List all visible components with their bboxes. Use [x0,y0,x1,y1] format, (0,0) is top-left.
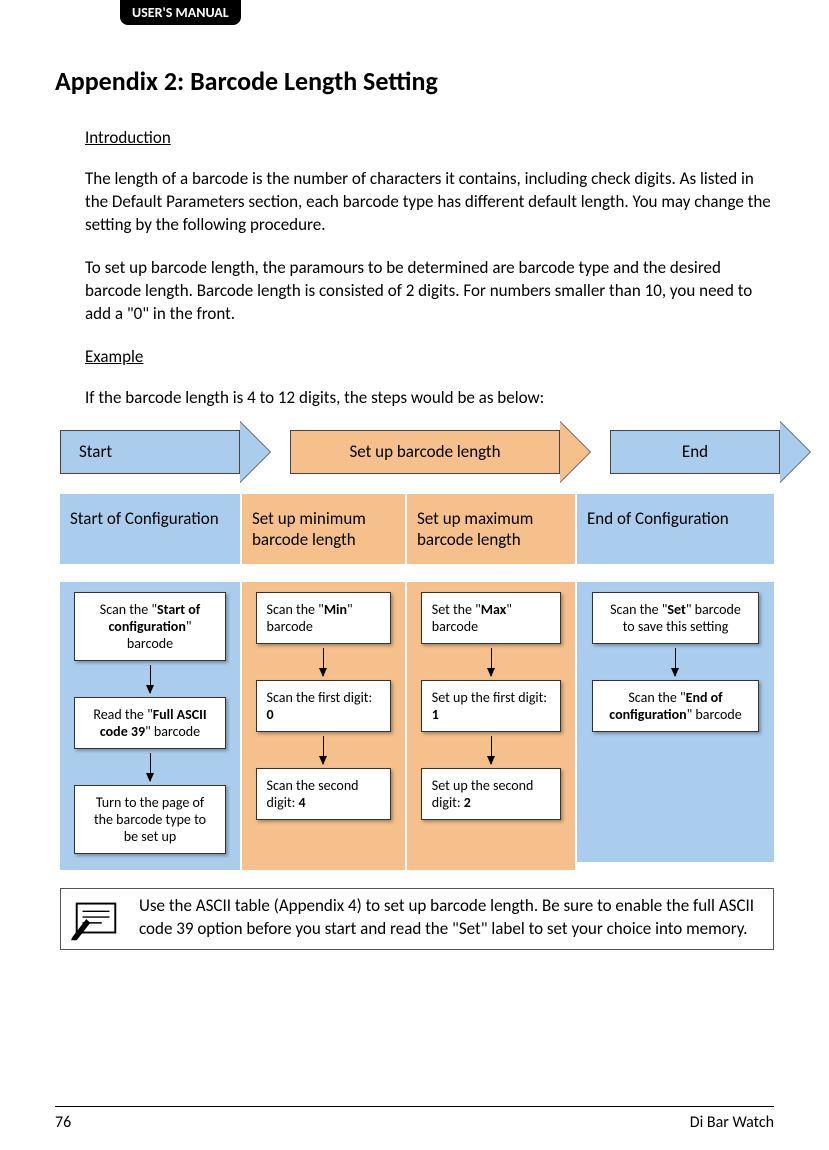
arrow-start: Start [60,430,240,474]
down-arrow-icon [323,736,324,764]
step-max-digit1: Set up the first digit: 1 [421,680,561,732]
col-min: Scan the "Min" barcode Scan the first di… [242,582,407,870]
example-heading: Example [85,346,774,367]
th-min-length: Set up minimum barcode length [242,494,407,564]
note-text: Use the ASCII table (Appendix 4) to set … [131,889,773,947]
step-scan-set: Scan the "Set" barcode to save this sett… [592,592,759,644]
page-number: 76 [55,1113,71,1132]
steps-grid: Scan the "Start of configuration" barcod… [60,564,774,870]
step-full-ascii: Read the "Full ASCII code 39" barcode [74,697,225,749]
step-min-digit1: Scan the first digit: 0 [256,680,392,732]
down-arrow-icon [150,665,151,693]
step-turn-page: Turn to the page of the barcode type to … [74,785,225,854]
intro-paragraph-2: To set up barcode length, the paramours … [85,257,774,326]
footer: 76 Di Bar Watch [55,1106,774,1132]
step-min-digit2: Scan the second digit: 4 [256,768,392,820]
th-max-length: Set up maximum barcode length [407,494,577,564]
arrow-setup: Set up barcode length [290,430,560,474]
page-title: Appendix 2: Barcode Length Setting [55,65,774,97]
th-end-config: End of Configuration [577,494,774,564]
down-arrow-icon [491,648,492,676]
intro-paragraph-1: The length of a barcode is the number of… [85,168,774,237]
down-arrow-icon [491,736,492,764]
th-start-config: Start of Configuration [60,494,242,564]
example-paragraph: If the barcode length is 4 to 12 digits,… [85,387,774,410]
step-end-config: Scan the "End of configuration" barcode [592,680,759,732]
flow-arrows: Start Set up barcode length End [60,430,774,474]
note-icon [61,889,131,949]
product-name: Di Bar Watch [690,1113,774,1132]
step-scan-min: Scan the "Min" barcode [256,592,392,644]
step-scan-max: Set the "Max" barcode [421,592,561,644]
down-arrow-icon [675,648,676,676]
arrow-end: End [610,430,780,474]
note-box: Use the ASCII table (Appendix 4) to set … [60,888,774,950]
col-start: Scan the "Start of configuration" barcod… [60,582,242,870]
col-max: Set the "Max" barcode Set up the first d… [407,582,577,870]
step-start-config: Scan the "Start of configuration" barcod… [74,592,225,661]
down-arrow-icon [150,753,151,781]
header-tab: USER'S MANUAL [120,0,241,25]
down-arrow-icon [323,648,324,676]
col-end: Scan the "Set" barcode to save this sett… [577,582,774,862]
step-max-digit2: Set up the second digit: 2 [421,768,561,820]
intro-heading: Introduction [85,127,774,148]
table-header-row: Start of Configuration Set up minimum ba… [60,494,774,564]
